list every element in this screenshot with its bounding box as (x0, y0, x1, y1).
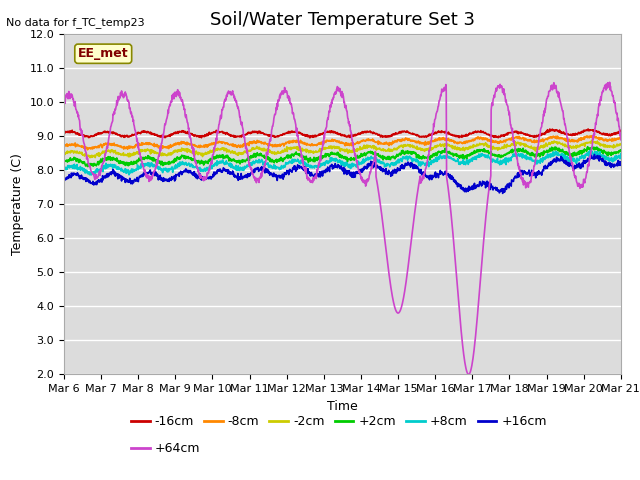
-8cm (84, 147, 92, 153)
+64cm (126, 105, 134, 110)
+64cm (308, 178, 316, 183)
-16cm (306, 135, 314, 141)
-8cm (617, 133, 625, 139)
-2cm (60, 150, 68, 156)
Line: +64cm: +64cm (64, 82, 621, 374)
+8cm (308, 165, 316, 171)
+2cm (308, 156, 316, 162)
+16cm (617, 160, 625, 166)
-2cm (588, 137, 596, 143)
Line: +8cm: +8cm (64, 151, 621, 175)
+64cm (103, 144, 111, 149)
+2cm (584, 144, 591, 150)
+64cm (377, 205, 385, 211)
Line: -16cm: -16cm (64, 129, 621, 138)
Text: EE_met: EE_met (78, 47, 129, 60)
-8cm (583, 133, 591, 139)
-2cm (378, 147, 385, 153)
+16cm (308, 173, 316, 179)
+16cm (499, 191, 506, 196)
+16cm (377, 168, 385, 173)
-16cm (296, 130, 304, 136)
+8cm (297, 158, 305, 164)
Line: -2cm: -2cm (64, 140, 621, 157)
Y-axis label: Temperature (C): Temperature (C) (11, 153, 24, 255)
Line: +16cm: +16cm (64, 155, 621, 193)
-2cm (297, 147, 305, 153)
+2cm (617, 147, 625, 153)
+2cm (60, 160, 68, 166)
+16cm (591, 152, 598, 157)
+64cm (318, 146, 326, 152)
-16cm (318, 131, 326, 137)
+2cm (104, 156, 111, 162)
+8cm (60, 166, 68, 171)
+8cm (126, 169, 134, 175)
-16cm (308, 133, 316, 139)
+2cm (84, 164, 92, 169)
-8cm (378, 140, 385, 146)
+2cm (126, 162, 134, 168)
+16cm (103, 174, 111, 180)
+16cm (296, 164, 304, 169)
+64cm (465, 372, 472, 377)
+64cm (60, 96, 68, 102)
-8cm (318, 141, 326, 146)
-16cm (617, 128, 625, 133)
+64cm (606, 79, 614, 85)
-16cm (60, 130, 68, 136)
+8cm (318, 160, 326, 166)
+8cm (104, 163, 111, 168)
-2cm (126, 151, 134, 156)
-2cm (617, 142, 625, 147)
Legend: +64cm: +64cm (126, 437, 205, 460)
Line: +2cm: +2cm (64, 147, 621, 167)
+2cm (318, 156, 326, 161)
Line: -8cm: -8cm (64, 136, 621, 150)
-8cm (308, 142, 316, 147)
+2cm (378, 155, 385, 161)
+64cm (617, 137, 625, 143)
-8cm (104, 140, 111, 146)
-2cm (308, 149, 316, 155)
-16cm (584, 126, 592, 132)
Text: No data for f_TC_temp23: No data for f_TC_temp23 (6, 17, 145, 28)
-8cm (60, 144, 68, 149)
+8cm (378, 161, 385, 167)
-2cm (104, 147, 111, 153)
+16cm (126, 176, 134, 181)
+8cm (617, 151, 625, 156)
-2cm (92, 155, 99, 160)
+16cm (60, 178, 68, 184)
-8cm (297, 137, 305, 143)
X-axis label: Time: Time (327, 400, 358, 413)
-8cm (126, 145, 134, 151)
-16cm (126, 133, 134, 139)
-16cm (378, 132, 385, 138)
Title: Soil/Water Temperature Set 3: Soil/Water Temperature Set 3 (210, 11, 475, 29)
+8cm (586, 148, 594, 154)
-2cm (318, 147, 326, 153)
-16cm (103, 129, 111, 134)
+16cm (318, 172, 326, 178)
+64cm (296, 146, 304, 152)
+8cm (87, 172, 95, 178)
+2cm (297, 154, 305, 159)
